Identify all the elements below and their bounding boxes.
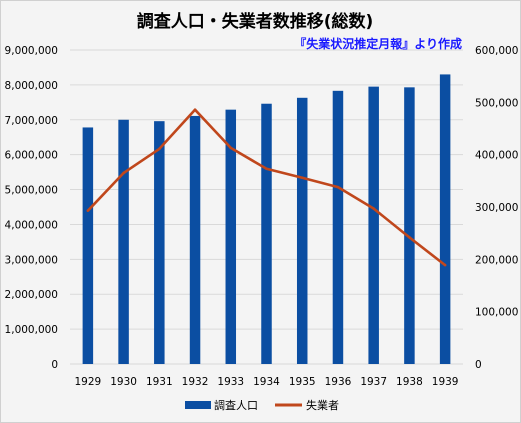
- legend-swatch-bar: [185, 401, 211, 409]
- bar-series: [82, 74, 451, 365]
- left-tick-label: 7,000,000: [5, 115, 58, 127]
- right-tick-label: 600,000: [475, 45, 518, 57]
- gridlines: [70, 49, 463, 365]
- x-tick-label: 1932: [182, 376, 209, 388]
- line-point: [86, 209, 90, 212]
- bar: [332, 90, 344, 364]
- x-tick-label: 1935: [289, 376, 316, 388]
- line-series: [86, 108, 447, 267]
- line-point: [336, 185, 340, 189]
- legend-label-bar: 調査人口: [214, 398, 258, 412]
- bar: [261, 103, 272, 365]
- legend: 調査人口 失業者: [185, 398, 339, 412]
- right-tick-label: 100,000: [475, 307, 518, 319]
- left-tick-label: 1,000,000: [5, 324, 58, 336]
- x-tick-label: 1938: [396, 376, 423, 388]
- left-axis: 0 1,000,000 2,000,000 3,000,000 4,000,000 5,0…: [5, 45, 58, 371]
- left-tick-label: 8,000,000: [5, 80, 58, 92]
- bar: [82, 127, 94, 364]
- line-point: [408, 236, 411, 239]
- line-point: [229, 146, 233, 150]
- x-axis: 1929 1930 1931 1932 1933 1934 1935 1936 1937 1938…: [74, 376, 458, 388]
- bar: [404, 87, 415, 364]
- left-tick-label: 0: [51, 359, 58, 371]
- x-tick-label: 1934: [253, 376, 280, 388]
- x-tick-label: 1936: [325, 376, 352, 388]
- right-tick-label: 300,000: [475, 202, 518, 214]
- left-tick-label: 6,000,000: [5, 150, 58, 162]
- right-tick-label: 400,000: [475, 150, 518, 162]
- right-axis: 0 100,000 200,000 300,000 400,000 500,000 600,…: [475, 45, 518, 371]
- left-tick-label: 3,000,000: [5, 254, 58, 266]
- legend-label-line: 失業者: [306, 399, 339, 412]
- x-tick-label: 1933: [217, 376, 244, 388]
- line-point: [265, 167, 268, 171]
- left-tick-label: 5,000,000: [5, 185, 58, 197]
- right-tick-label: 200,000: [475, 254, 518, 266]
- right-tick-label: 500,000: [475, 97, 518, 109]
- chart-source-note: 『失業状況推定月報』より作成: [294, 36, 462, 51]
- bar: [118, 119, 129, 365]
- line-point: [443, 263, 447, 267]
- bar: [154, 121, 165, 364]
- x-tick-label: 1929: [74, 376, 101, 388]
- x-tick-label: 1930: [110, 376, 137, 388]
- bar: [225, 109, 237, 364]
- line-point: [372, 207, 375, 210]
- chart-title: 調査人口・失業者数推移(総数): [137, 11, 374, 32]
- bar: [439, 74, 451, 364]
- x-tick-label: 1939: [432, 376, 459, 388]
- line-point: [122, 171, 125, 175]
- left-tick-label: 2,000,000: [5, 289, 58, 301]
- line-point: [300, 176, 304, 179]
- bar: [368, 86, 379, 364]
- left-tick-label: 9,000,000: [5, 45, 58, 57]
- bar: [189, 115, 201, 364]
- line-point: [158, 147, 161, 151]
- line-point: [193, 108, 197, 111]
- right-tick-label: 0: [475, 359, 482, 371]
- x-tick-label: 1937: [360, 376, 387, 388]
- x-tick-label: 1931: [146, 376, 173, 388]
- bar: [296, 97, 308, 364]
- left-tick-label: 4,000,000: [5, 219, 58, 231]
